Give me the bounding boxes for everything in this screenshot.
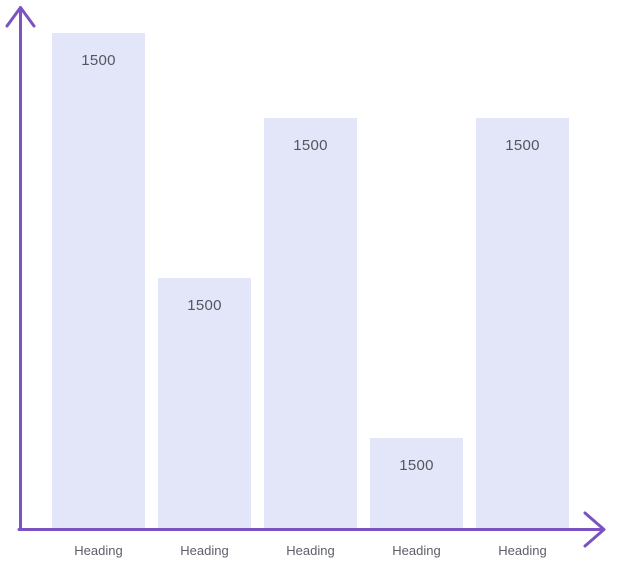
bar: 1500 (476, 118, 569, 528)
bar: 1500 (370, 438, 463, 528)
bar: 1500 (52, 33, 145, 528)
bar-value-label: 1500 (187, 297, 222, 314)
bar-value-label: 1500 (399, 457, 434, 474)
bar-value-label: 1500 (293, 137, 328, 154)
x-axis-category-label: Heading (180, 543, 229, 558)
bar-value-label: 1500 (505, 137, 540, 154)
x-axis-category-label: Heading (498, 543, 547, 558)
x-axis-category-label: Heading (286, 543, 335, 558)
x-axis-category-label: Heading (74, 543, 123, 558)
x-axis-category-label: Heading (392, 543, 441, 558)
bar: 1500 (158, 278, 251, 528)
bar: 1500 (264, 118, 357, 528)
bar-value-label: 1500 (81, 52, 116, 69)
